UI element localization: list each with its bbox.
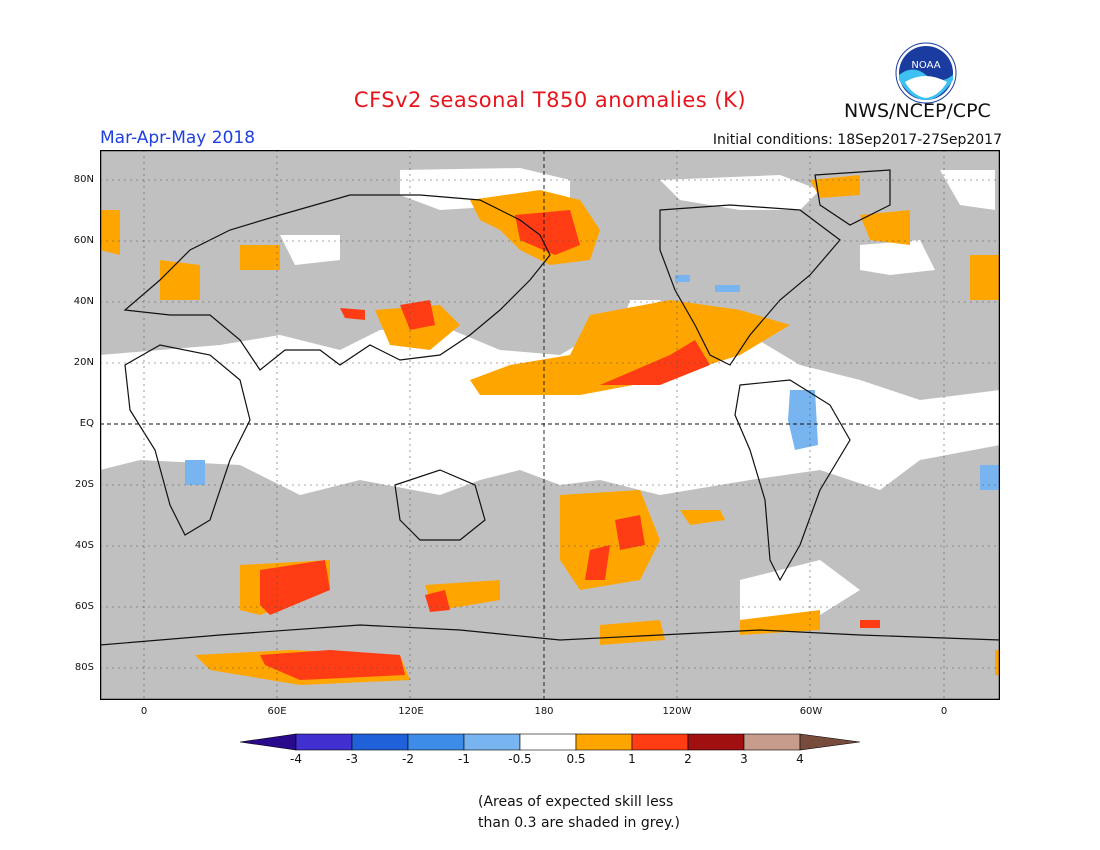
anomaly-map [100, 150, 1000, 700]
anomaly-light-blue [185, 275, 1000, 490]
colorbar-label: 0.5 [566, 752, 586, 766]
colorbar-swatch [519, 733, 577, 751]
colorbar-label: 2 [684, 752, 692, 766]
skill-note-line: (Areas of expected skill less [478, 794, 674, 810]
lat-label: 80S [74, 662, 94, 673]
colorbar-label: 1 [628, 752, 636, 766]
coastlines [100, 169, 1000, 646]
colorbar-label: -4 [290, 752, 302, 766]
lon-label: 120E [398, 706, 424, 717]
colorbar-swatch [799, 733, 860, 751]
noaa-logo: NOAA [895, 42, 957, 104]
map-frame [100, 150, 1000, 700]
org-label: NWS/NCEP/CPC [844, 100, 991, 122]
lon-label: 60E [267, 706, 287, 717]
colorbar-swatch [295, 733, 353, 751]
lon-label: 180 [534, 706, 554, 717]
lat-label: 60N [73, 235, 94, 246]
colorbar-swatch [463, 733, 521, 751]
lat-label: 20N [73, 357, 94, 368]
colorbar-swatch [351, 733, 409, 751]
colorbar-swatch [631, 733, 689, 751]
lat-label: 60S [74, 601, 94, 612]
lat-label: 80N [73, 174, 94, 185]
colorbar-label: 3 [740, 752, 748, 766]
colorbar-swatch [407, 733, 465, 751]
lat-label: EQ [79, 418, 94, 429]
colorbar-label: 4 [796, 752, 804, 766]
colorbar-swatch [743, 733, 801, 751]
colorbar-swatch [687, 733, 745, 751]
skill-note: (Areas of expected skill less than 0.3 a… [478, 792, 680, 834]
colorbar-label: -0.5 [508, 752, 532, 766]
season-label: Mar-Apr-May 2018 [100, 128, 256, 148]
lon-label: 0 [940, 706, 948, 717]
equator-dateline [100, 150, 1000, 700]
colorbar-label: -1 [458, 752, 470, 766]
lon-label: 0 [140, 706, 148, 717]
lat-label: 40N [73, 296, 94, 307]
lon-label: 60W [799, 706, 823, 717]
colorbar [240, 733, 860, 751]
colorbar-swatch [240, 733, 297, 751]
logo-text: NOAA [911, 60, 940, 71]
colorbar-label: -3 [346, 752, 358, 766]
lon-label: 120W [662, 706, 692, 717]
colorbar-swatch [575, 733, 633, 751]
anomaly-red [260, 210, 880, 680]
skill-note-line: than 0.3 are shaded in grey.) [478, 815, 681, 831]
colorbar-label: -2 [402, 752, 414, 766]
graticule [100, 150, 1000, 700]
lat-label: 20S [74, 479, 94, 490]
map-title: CFSv2 seasonal T850 anomalies (K) [353, 88, 747, 112]
lat-label: 40S [74, 540, 94, 551]
initial-conditions-label: Initial conditions: 18Sep2017-27Sep2017 [712, 132, 1002, 148]
